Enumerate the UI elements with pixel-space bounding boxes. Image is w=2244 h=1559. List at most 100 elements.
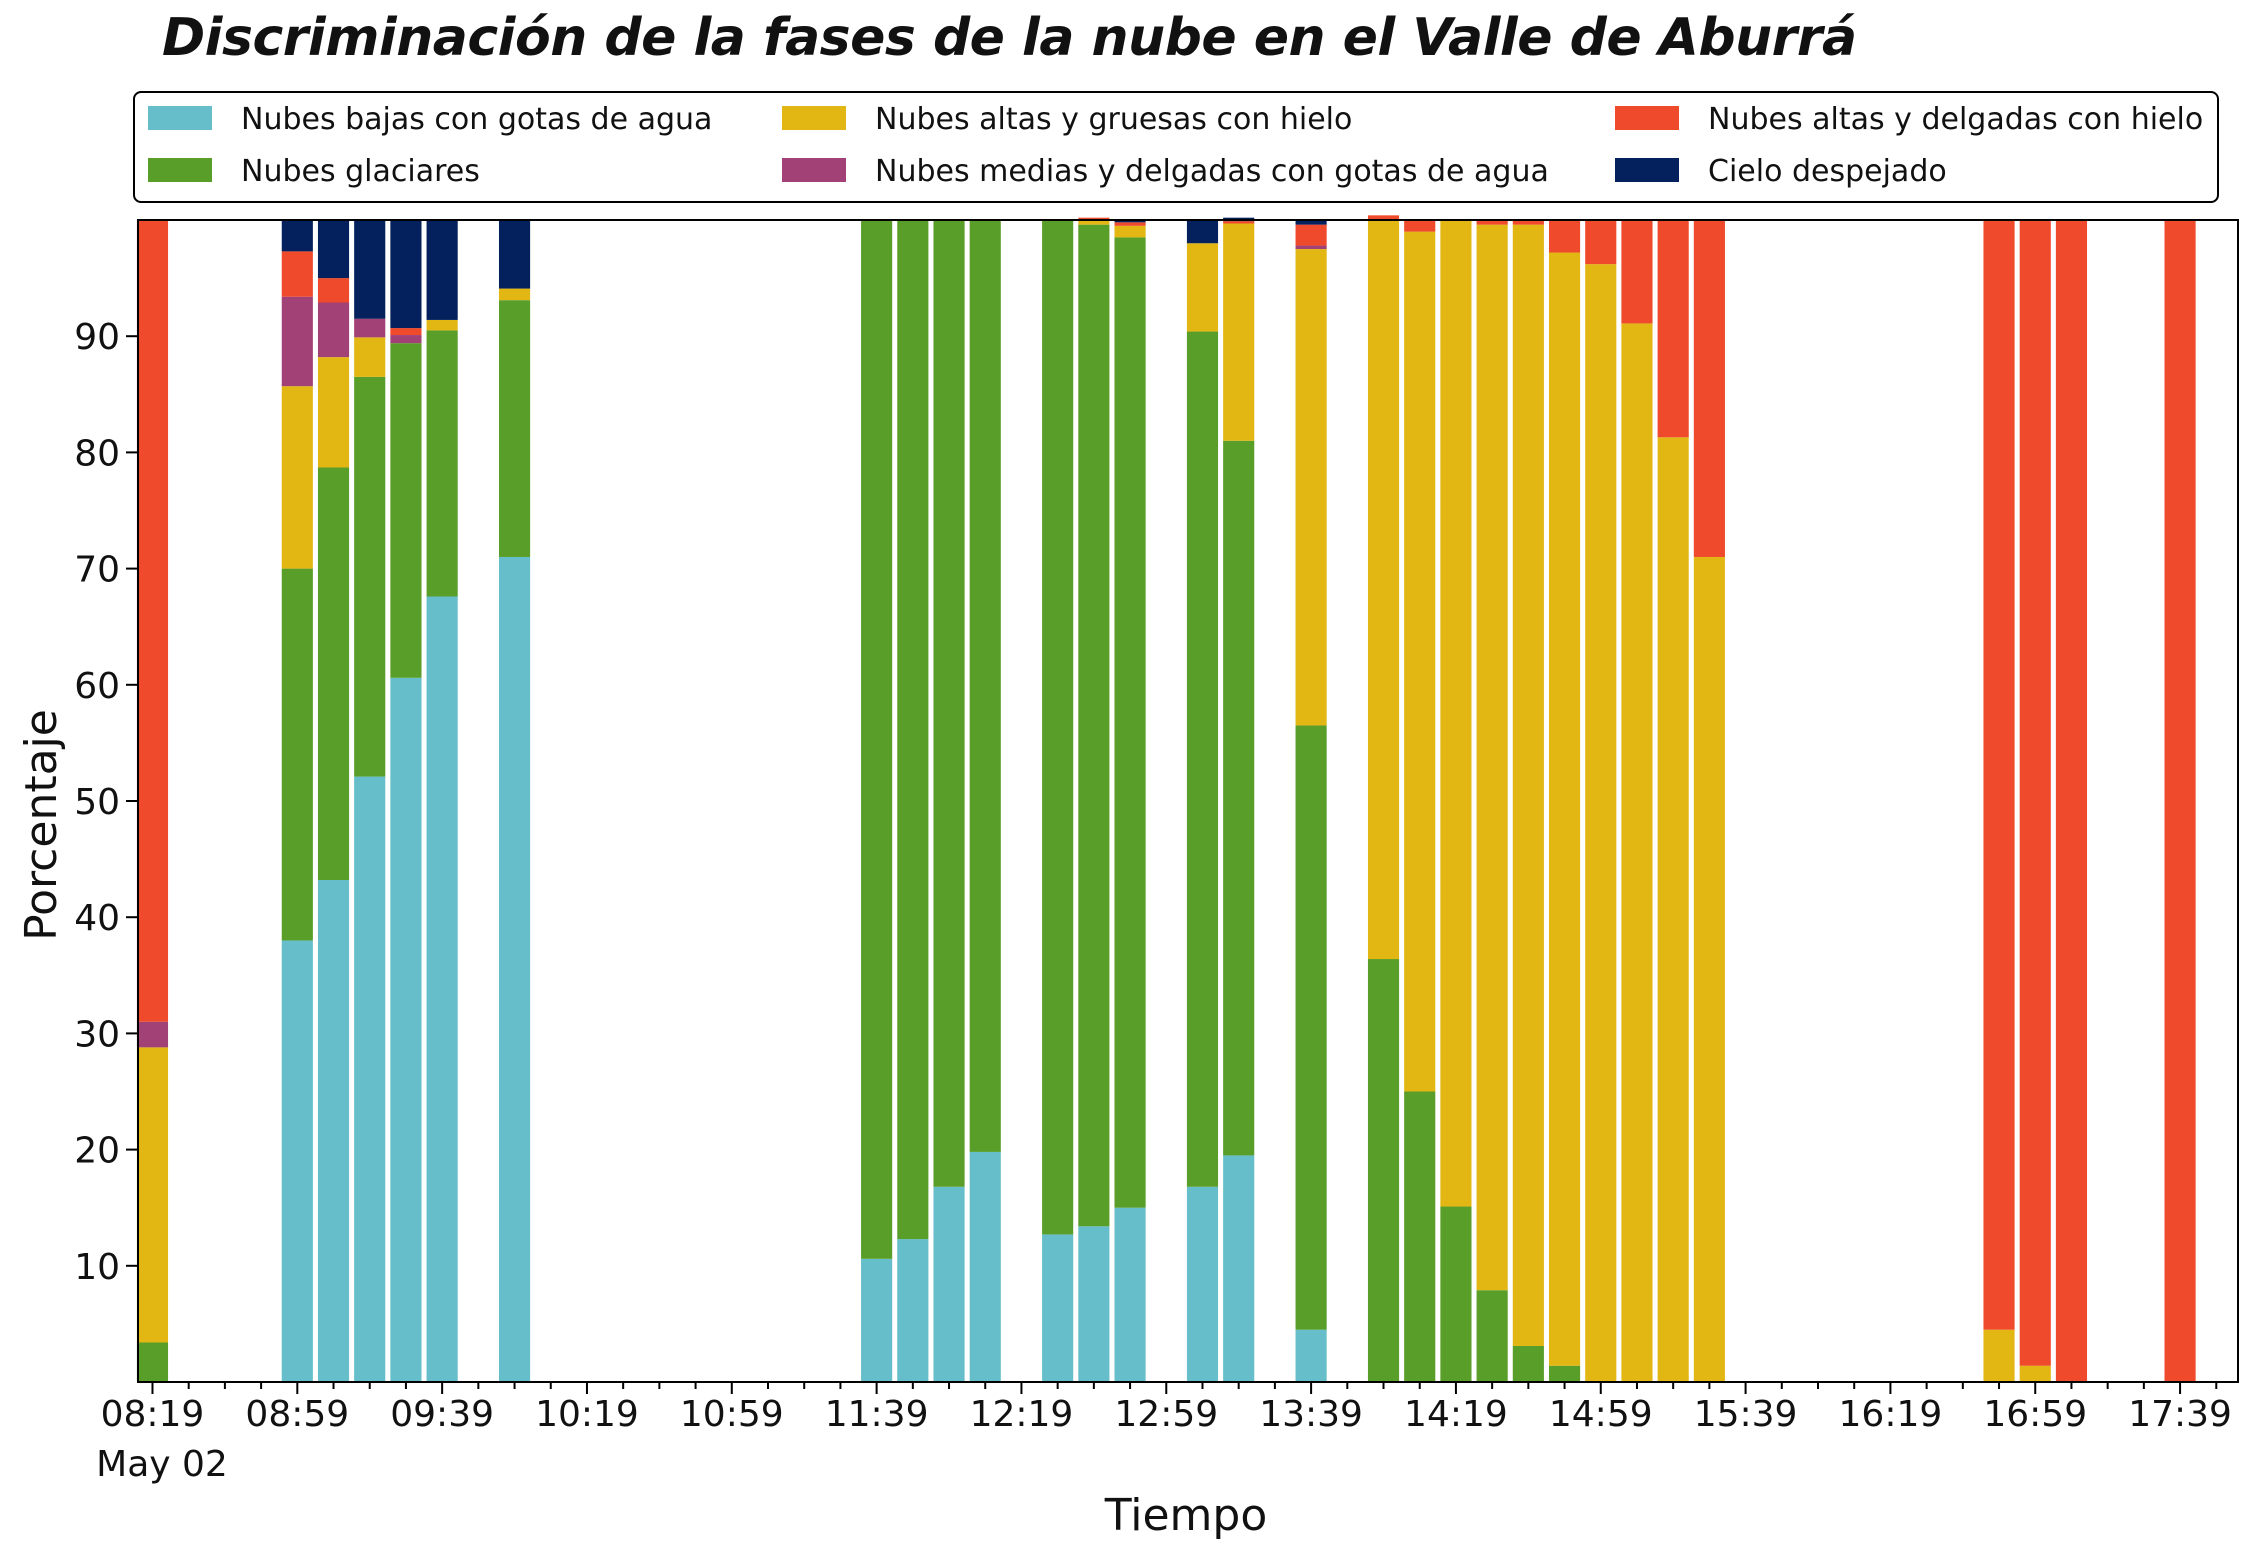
bar-segment xyxy=(281,386,313,569)
bar-segment xyxy=(1657,437,1689,1382)
legend-swatch xyxy=(1615,106,1679,130)
bar-segment xyxy=(1585,264,1617,1382)
bar-segment xyxy=(1621,220,1653,324)
x-tick-label: 10:19 xyxy=(535,1394,639,1435)
legend-item: Nubes altas y delgadas con hielo xyxy=(1615,102,2203,137)
bar-segment xyxy=(390,343,422,678)
legend-item: Nubes glaciares xyxy=(148,154,480,189)
bar-segment xyxy=(498,288,531,301)
bar-segment xyxy=(1223,223,1255,441)
bar-segment xyxy=(1367,959,1400,1382)
bar-segment xyxy=(1186,243,1219,332)
x-tick-label: 15:39 xyxy=(1694,1394,1798,1435)
legend-label: Nubes altas y delgadas con hielo xyxy=(1708,102,2203,137)
bar-segment xyxy=(1295,725,1327,1330)
x-tick-label: 12:19 xyxy=(970,1394,1074,1435)
bar-segment xyxy=(1042,220,1074,1235)
bar-segment xyxy=(317,220,350,279)
y-tick-label: 10 xyxy=(74,1247,120,1288)
bar-segment xyxy=(1983,220,2015,1330)
legend-swatch xyxy=(148,158,212,182)
bar-segment xyxy=(317,467,350,881)
legend-item: Nubes altas y gruesas con hielo xyxy=(782,102,1352,137)
bar-segment xyxy=(317,278,350,303)
bar-segment xyxy=(390,220,422,329)
bar-segment xyxy=(1078,217,1110,220)
bar-segment xyxy=(2019,220,2051,1366)
bar-segment xyxy=(426,596,458,1382)
y-tick-label: 50 xyxy=(74,782,120,823)
bar-segment xyxy=(426,319,458,331)
x-tick-label: 10:59 xyxy=(680,1394,784,1435)
bar-segment xyxy=(2019,1365,2051,1382)
bar-segment xyxy=(317,357,350,468)
x-tick-label: 12:59 xyxy=(1114,1394,1218,1435)
legend-item: Cielo despejado xyxy=(1615,154,1947,189)
legend-label: Cielo despejado xyxy=(1708,154,1947,189)
bar-segment xyxy=(390,335,422,344)
bar-segment xyxy=(897,1239,929,1382)
bar-segment xyxy=(354,318,386,338)
chart-title: Discriminación de la fases de la nube en… xyxy=(162,8,1857,68)
y-tick-label: 30 xyxy=(74,1014,120,1055)
legend-item: Nubes medias y delgadas con gotas de agu… xyxy=(782,154,1549,189)
bar-segment xyxy=(281,568,313,941)
bar-segment xyxy=(861,220,893,1259)
bar-segment xyxy=(1693,220,1725,557)
bar-segment xyxy=(1512,220,1544,225)
x-tick-label: 14:19 xyxy=(1404,1394,1508,1435)
plot-area xyxy=(136,215,2239,1383)
legend-frame xyxy=(133,91,2219,203)
bar-segment xyxy=(1476,224,1508,1291)
bar-segment xyxy=(933,1186,965,1382)
bar-segment xyxy=(1440,1206,1472,1382)
y-axis: 10 20 30 40 50 60 70 80 90 xyxy=(74,317,138,1288)
bar-segment xyxy=(1114,1207,1146,1382)
bar-segment xyxy=(1078,224,1110,1227)
bar-segment xyxy=(1476,1290,1508,1382)
legend-label: Nubes altas y gruesas con hielo xyxy=(875,102,1352,137)
bar-segment xyxy=(136,220,169,1022)
bar-segment xyxy=(317,880,350,1382)
bar-segment xyxy=(1440,220,1472,1207)
y-tick-label: 70 xyxy=(74,550,120,591)
y-tick-label: 80 xyxy=(74,433,120,474)
x-tick-label: 09:39 xyxy=(390,1394,494,1435)
bar-segment xyxy=(317,302,350,358)
bar-segment xyxy=(897,220,929,1240)
bar-segment xyxy=(136,1047,169,1343)
bar-segment xyxy=(1548,252,1581,1366)
y-tick-label: 90 xyxy=(74,317,120,358)
bar-segment xyxy=(1186,220,1219,244)
legend-swatch xyxy=(782,158,846,182)
bar-segment xyxy=(281,251,313,297)
bar-segment xyxy=(969,1151,1001,1382)
bar-segment xyxy=(354,776,386,1382)
bar-segment xyxy=(1078,1226,1110,1382)
legend-swatch xyxy=(148,106,212,130)
legend-swatch xyxy=(782,106,846,130)
bar-segment xyxy=(1114,225,1146,238)
bar-segment xyxy=(1295,1329,1327,1382)
bar-segment xyxy=(1404,231,1436,1092)
bar-segment xyxy=(1512,1345,1544,1382)
bar-segment xyxy=(354,337,386,377)
bar-segment xyxy=(1186,331,1219,1187)
bar-segment xyxy=(354,376,386,777)
bar-segment xyxy=(1042,1234,1074,1382)
bar-segment xyxy=(1295,224,1327,246)
bar-segment xyxy=(1476,220,1508,225)
x-tick-label: 16:19 xyxy=(1839,1394,1943,1435)
bar-segment xyxy=(969,220,1001,1152)
bar-segment xyxy=(1512,224,1544,1346)
bar-segment xyxy=(498,220,531,289)
bar-segment xyxy=(1114,222,1146,226)
bar-segment xyxy=(1223,1155,1255,1382)
bar-segment xyxy=(1404,220,1436,232)
x-tick-label: 14:59 xyxy=(1549,1394,1653,1435)
bar-segment xyxy=(354,220,386,319)
bar-segment xyxy=(281,220,313,252)
bar-segment xyxy=(1548,1365,1581,1382)
bar-segment xyxy=(1657,220,1689,438)
